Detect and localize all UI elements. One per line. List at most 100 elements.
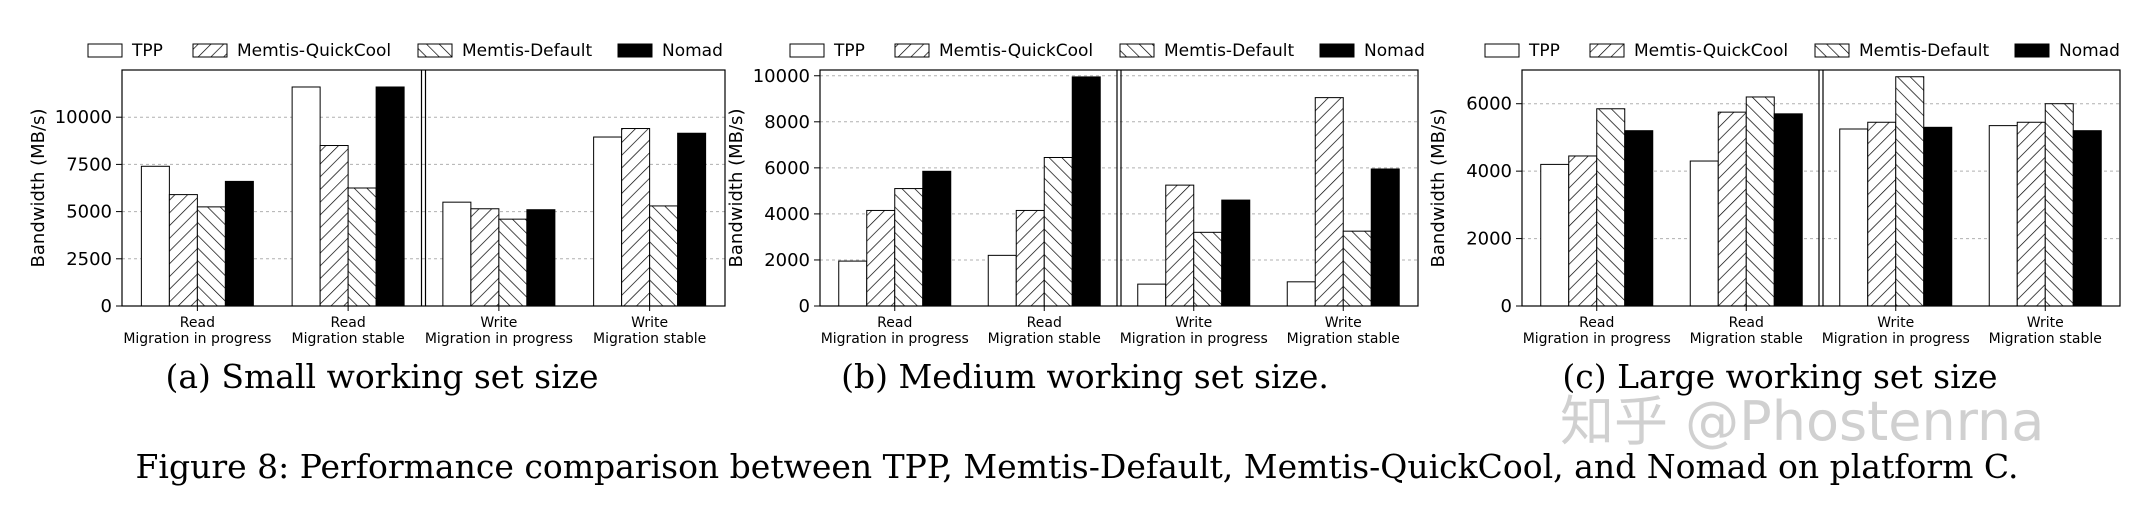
bar [1314,97,1344,307]
legend-label: Nomad [2059,41,2120,61]
legend-label: TPP [833,41,865,61]
bar [1839,128,1869,307]
bar [593,136,623,307]
x-tick-label: Write [1325,315,1362,331]
bar [1193,231,1223,307]
legend-swatch [1814,43,1850,58]
x-tick-label: Write [1175,315,1212,331]
y-tick-label: 8000 [764,112,810,133]
y-tick-label: 4000 [764,204,810,225]
legend-label: Memtis-QuickCool [939,41,1093,61]
legend-swatch [1484,43,1520,58]
bar [1624,130,1654,307]
x-tick-label: Read [180,315,215,331]
plot-frame [1521,69,2121,307]
y-tick-label: 6000 [1466,94,1512,115]
bar [319,145,349,307]
plot-frame [121,69,726,307]
bar [498,218,528,307]
subfigure-title: (c) Large working set size [1562,357,1997,396]
bar [1717,111,1747,307]
chart-panel-medium: TPP Memtis-QuickCool Memtis-Default Nomad 0 2… [726,41,1425,396]
legend-swatch [1589,43,1625,58]
bar [1370,168,1400,307]
bar [1568,155,1598,307]
bar [1596,108,1626,307]
bar [894,188,924,307]
plot-frame [819,69,1419,307]
y-tick-label: 6000 [764,158,810,179]
chart-panel-large: TPP Memtis-QuickCool Memtis-Default Nomad 0 2… [1428,41,2121,396]
y-tick-label: 0 [1501,296,1512,317]
bar [1286,281,1316,307]
x-tick-label: Write [2027,315,2064,331]
y-tick-label: 4000 [1466,161,1512,182]
y-tick-label: 2000 [764,250,810,271]
bar [2044,103,2074,307]
bar [1137,283,1167,307]
bar [375,86,405,307]
bar [866,209,896,307]
y-tick-label: 10000 [55,107,112,128]
y-tick-label: 0 [101,296,112,317]
y-tick-label: 5000 [66,202,112,223]
bar [987,254,1017,307]
legend-label: Memtis-Default [462,41,593,61]
bar [1043,156,1073,307]
x-tick-label: Migration in progress [1822,331,1970,347]
y-axis-label: Bandwidth (MB/s) [1428,109,1449,268]
bar [470,208,500,307]
bar [1988,125,2018,307]
bar [1923,126,1953,307]
legend-label: TPP [131,41,163,61]
x-tick-label: Read [1579,315,1614,331]
legend-swatch [1119,43,1155,58]
x-tick-label: Migration in progress [1523,331,1671,347]
bar [224,180,254,307]
bar [526,209,556,307]
legend-swatch [87,43,123,58]
legend-label: Nomad [1364,41,1425,61]
bar [838,260,868,307]
bar [1745,96,1775,307]
x-tick-label: Migration stable [1989,331,2102,347]
y-tick-label: 2000 [1466,229,1512,250]
x-tick-label: Write [480,315,517,331]
x-tick-label: Migration stable [1690,331,1803,347]
subfigure-title: (b) Medium working set size. [841,357,1329,396]
legend-label: TPP [1528,41,1560,61]
y-axis-label: Bandwidth (MB/s) [726,109,747,268]
y-tick-label: 7500 [66,154,112,175]
x-tick-label: Migration in progress [123,331,271,347]
legend-label: Memtis-Default [1164,41,1295,61]
x-tick-label: Read [1729,315,1764,331]
x-tick-label: Read [331,315,366,331]
legend-label: Nomad [662,41,723,61]
legend-swatch [617,43,653,58]
x-tick-label: Read [877,315,912,331]
bar [291,86,321,307]
chart-panel-small: TPP Memtis-QuickCool Memtis-Default Nomad 0 2… [28,41,726,396]
bar [1342,230,1372,307]
bar [621,128,651,307]
x-tick-label: Write [631,315,668,331]
figure-caption: Figure 8: Performance comparison between… [136,447,2019,486]
bar [1015,209,1045,307]
watermark: 知乎 @Phostenrna [1560,390,2044,453]
bar [1540,163,1570,307]
bar [1165,184,1195,307]
legend-label: Memtis-Default [1859,41,1990,61]
x-tick-label: Migration stable [593,331,706,347]
bar [1689,160,1719,307]
x-tick-label: Migration in progress [821,331,969,347]
bar [1773,113,1803,307]
bar [677,132,707,307]
x-tick-label: Migration stable [1287,331,1400,347]
bar [922,170,952,307]
bar [1895,76,1925,307]
bar [1071,76,1101,307]
bar [2072,130,2102,307]
bar [1221,199,1251,307]
legend-label: Memtis-QuickCool [237,41,391,61]
